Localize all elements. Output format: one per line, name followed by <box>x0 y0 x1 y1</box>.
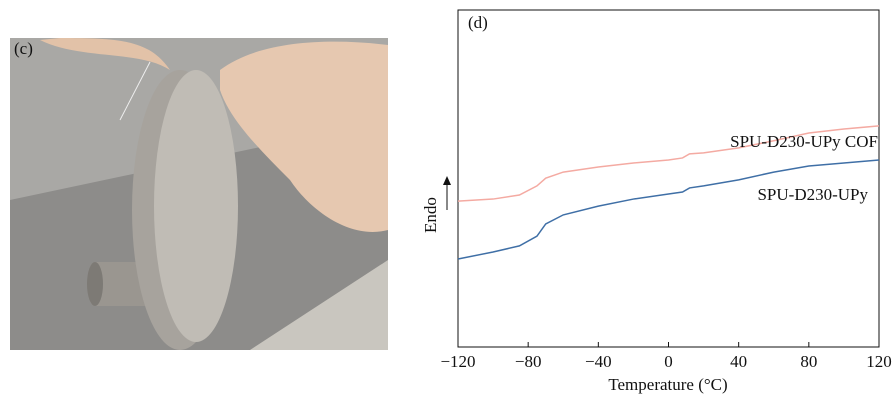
x-tick-label: 80 <box>800 352 817 371</box>
x-tick-label: −80 <box>515 352 542 371</box>
photo: (c) <box>10 38 388 350</box>
shaft-end <box>87 262 103 306</box>
thread <box>119 61 151 121</box>
x-tick-label: 0 <box>664 352 673 371</box>
series-line <box>457 159 880 260</box>
photo-label: (c) <box>14 39 33 58</box>
hand-left <box>40 38 170 70</box>
hand-right <box>220 41 388 232</box>
x-axis-label: Temperature (°C) <box>608 375 727 394</box>
endo-arrowhead <box>443 176 451 185</box>
y-axis-label: Endo <box>421 197 440 233</box>
x-tick-label: 40 <box>730 352 747 371</box>
series-line <box>457 125 880 202</box>
disc-face <box>154 70 238 342</box>
series-label: SPU-D230-UPy <box>757 185 868 204</box>
x-tick-label: −40 <box>585 352 612 371</box>
x-tick-label: −120 <box>440 352 475 371</box>
x-tick-label: 120 <box>866 352 892 371</box>
series-label: SPU-D230-UPy COF <box>730 132 878 151</box>
chart-title: (d) <box>468 13 488 32</box>
plot-frame <box>457 9 880 348</box>
floor <box>250 260 388 350</box>
